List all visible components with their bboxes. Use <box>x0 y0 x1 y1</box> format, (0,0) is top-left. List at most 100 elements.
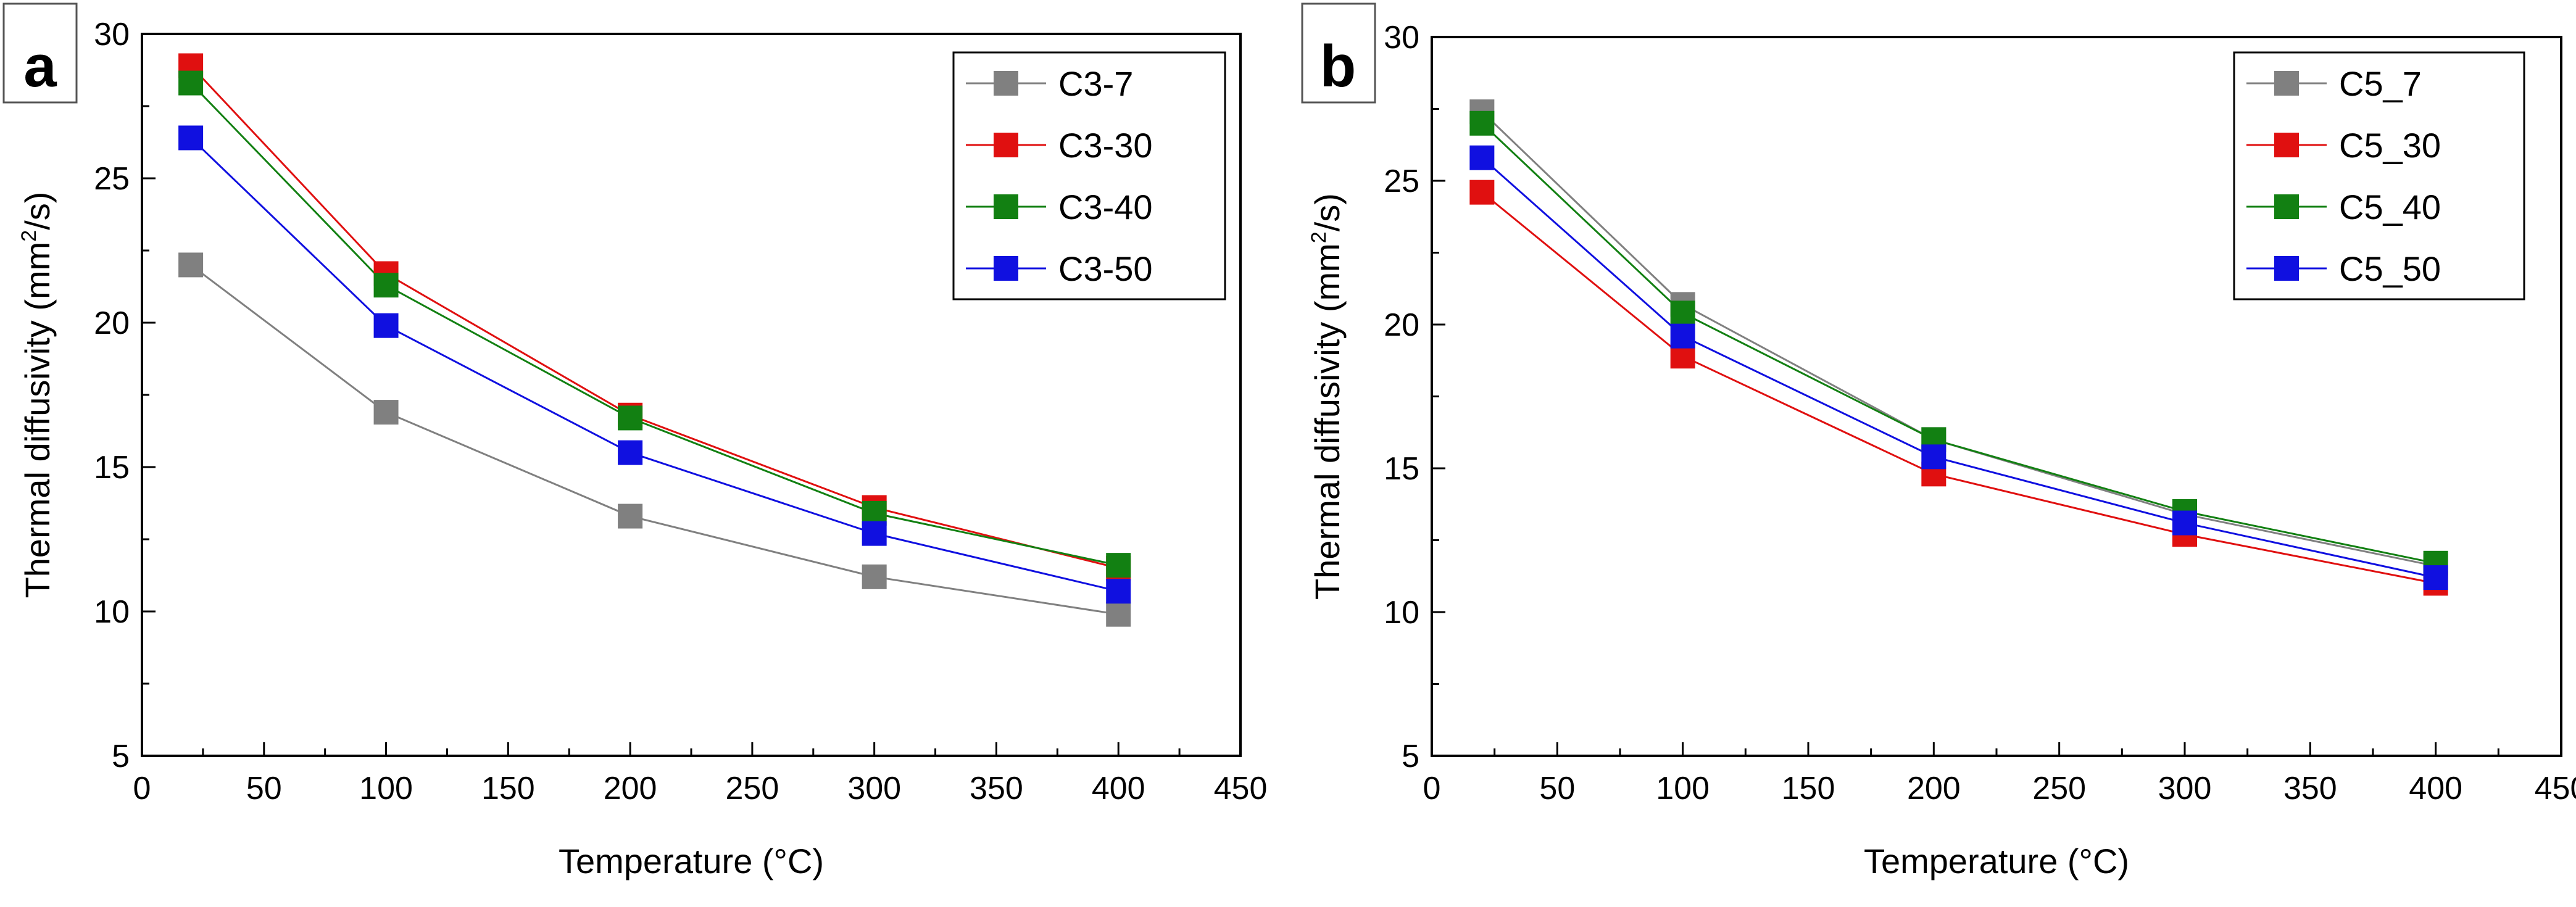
panel-a-y-tick-label: 15 <box>94 450 130 486</box>
panel-a-legend-label: C3-50 <box>1058 249 1153 288</box>
panel-a-y-tick-label: 5 <box>112 739 130 774</box>
panel-b-point-C5_30 <box>1469 180 1495 205</box>
panel-b-y-axis-title: Thermal diffusivity (mm2/s) <box>1307 193 1347 600</box>
panel-a-x-tick-label: 200 <box>604 771 657 806</box>
panel-b-y-tick-label: 20 <box>1384 307 1419 343</box>
panel-b-x-tick-label: 50 <box>1539 771 1575 806</box>
panel-b-point-C5_40 <box>1469 110 1495 136</box>
panel-a-legend-marker <box>994 133 1018 157</box>
panel-a-x-tick-label: 350 <box>970 771 1023 806</box>
panel-a-y-axis: 5 10 15 20 25 30 <box>94 17 156 774</box>
panel-b-x-tick-label: 0 <box>1423 771 1441 806</box>
panel-a-y-title-main: Thermal diffusivity (mm <box>18 242 57 598</box>
panel-a-point-C3-40 <box>618 405 643 431</box>
panel-b-legend-marker <box>2274 71 2299 96</box>
panel-b-legend: C5_7 C5_30 C5_40 C5_50 <box>2233 51 2525 300</box>
panel-b-letter-box <box>1301 2 1376 104</box>
panel-a-legend: C3-7 C3-30 C3-40 C3-50 <box>952 51 1226 300</box>
panel-a-legend-marker <box>994 194 1018 219</box>
panel-a-y-tick-label: 10 <box>94 594 130 630</box>
panel-a-legend-label: C3-7 <box>1058 64 1133 103</box>
panel-b-legend-marker <box>2274 194 2299 219</box>
panel-b-legend-item: C5_40 <box>2246 188 2441 226</box>
panel-b-legend-label: C5_40 <box>2339 188 2441 226</box>
panel-b-legend-marker <box>2274 256 2299 281</box>
panel-a-x-tick-label: 150 <box>481 771 535 806</box>
panel-a-point-C3-7 <box>1106 602 1131 627</box>
panel-a-point-C3-50 <box>373 313 399 338</box>
panel-a-x-tick-label: 0 <box>133 771 151 806</box>
panel-a-y-tick-label: 30 <box>94 17 130 52</box>
panel-b-y-tick-label: 15 <box>1384 451 1419 487</box>
panel-a-y-tick-label: 25 <box>94 161 130 197</box>
panel-a-point-C3-7 <box>618 503 643 529</box>
panel-b-x-tick-label: 400 <box>2409 771 2462 806</box>
panel-b-y-tick-label: 30 <box>1384 20 1419 56</box>
panel-a-x-axis-title: Temperature (°C) <box>559 842 824 880</box>
panel-a-legend-item: C3-7 <box>966 64 1133 103</box>
panel-a-point-C3-50 <box>178 125 204 151</box>
panel-a-y-title-sup: 2 <box>17 230 41 242</box>
panel-b-x-tick-label: 250 <box>2032 771 2086 806</box>
panel-a-legend-label: C3-40 <box>1058 188 1153 226</box>
panel-b-x-axis-title: Temperature (°C) <box>1864 842 2129 880</box>
panel-a-x-tick-label: 400 <box>1092 771 1145 806</box>
panel-b-y-title-sup: 2 <box>1307 231 1331 243</box>
panel-b-letter: b <box>1320 33 1357 99</box>
panel-b-x-tick-label: 100 <box>1656 771 1710 806</box>
panel-a-legend-label: C3-30 <box>1058 126 1153 165</box>
panel-a-point-C3-7 <box>373 400 399 425</box>
panel-b-point-C5_50 <box>1469 145 1495 170</box>
panel-a-x-axis: 0 50 100 150 200 250 300 350 400 450 <box>133 742 1268 806</box>
panel-a-point-C3-40 <box>373 273 399 298</box>
panel-b-x-tick-label: 150 <box>1782 771 1835 806</box>
panel-a-point-C3-50 <box>862 521 887 546</box>
panel-b-series <box>1469 99 2448 596</box>
panel-b-point-C5_50 <box>1670 323 1695 349</box>
panel-a-point-C3-40 <box>1106 553 1131 578</box>
panel-b: b 0 50 100 150 200 250 300 350 400 450 5 10 15 20 25 3… <box>1301 2 2576 880</box>
panel-a-y-tick-label: 20 <box>94 305 130 341</box>
panel-b-y-tick-label: 10 <box>1384 595 1419 631</box>
panel-b-legend-label: C5_30 <box>2339 126 2441 165</box>
panel-a-letter-box <box>2 2 78 104</box>
panel-a-series-line-C3-7 <box>190 264 1119 616</box>
panel-a-point-C3-40 <box>178 70 204 96</box>
panel-b-point-C5_50 <box>2172 510 2197 536</box>
panel-a-x-tick-label: 100 <box>359 771 413 806</box>
panel-b-y-axis: 5 10 15 20 25 30 <box>1384 20 1445 774</box>
panel-a-point-C3-7 <box>178 252 204 278</box>
panel-a-y-title-end: /s) <box>18 192 57 230</box>
panel-a-point-C3-50 <box>618 440 643 465</box>
panel-b-point-C5_40 <box>1670 300 1695 326</box>
panel-b-x-axis: 0 50 100 150 200 250 300 350 400 450 <box>1423 742 2576 806</box>
panel-b-legend-label: C5_7 <box>2339 64 2422 103</box>
panel-a-legend-marker <box>994 256 1018 281</box>
panel-a-x-tick-label: 250 <box>726 771 779 806</box>
panel-a-y-axis-title: Thermal diffusivity (mm2/s) <box>17 192 57 598</box>
panel-a-series <box>178 53 1131 627</box>
panel-b-y-tick-label: 25 <box>1384 164 1419 199</box>
panel-a-point-C3-50 <box>1106 579 1131 604</box>
panel-a: a 0 50 100 150 200 250 300 350 400 450 5 10 15 20 25 3… <box>2 2 1268 880</box>
panel-b-x-tick-label: 200 <box>1907 771 1961 806</box>
panel-b-y-title-end: /s) <box>1308 193 1347 231</box>
panel-a-legend-item: C3-50 <box>966 249 1153 288</box>
panel-b-x-tick-label: 350 <box>2283 771 2337 806</box>
panel-b-legend-item: C5_7 <box>2246 64 2422 103</box>
panel-b-legend-item: C5_30 <box>2246 126 2441 165</box>
panel-b-y-title-main: Thermal diffusivity (mm <box>1308 243 1347 600</box>
panel-a-legend-marker <box>994 71 1018 96</box>
panel-b-legend-marker <box>2274 133 2299 157</box>
panel-b-legend-item: C5_50 <box>2246 249 2441 288</box>
panel-a-x-tick-label: 450 <box>1214 771 1268 806</box>
panel-b-point-C5_50 <box>1921 444 1947 470</box>
panel-a-point-C3-7 <box>862 564 887 589</box>
panel-b-x-tick-label: 450 <box>2535 771 2576 806</box>
panel-a-legend-item: C3-40 <box>966 188 1153 226</box>
panel-a-x-tick-label: 300 <box>847 771 901 806</box>
panel-b-legend-label: C5_50 <box>2339 249 2441 288</box>
panel-a-letter: a <box>23 33 57 99</box>
panel-b-y-tick-label: 5 <box>1402 739 1419 774</box>
